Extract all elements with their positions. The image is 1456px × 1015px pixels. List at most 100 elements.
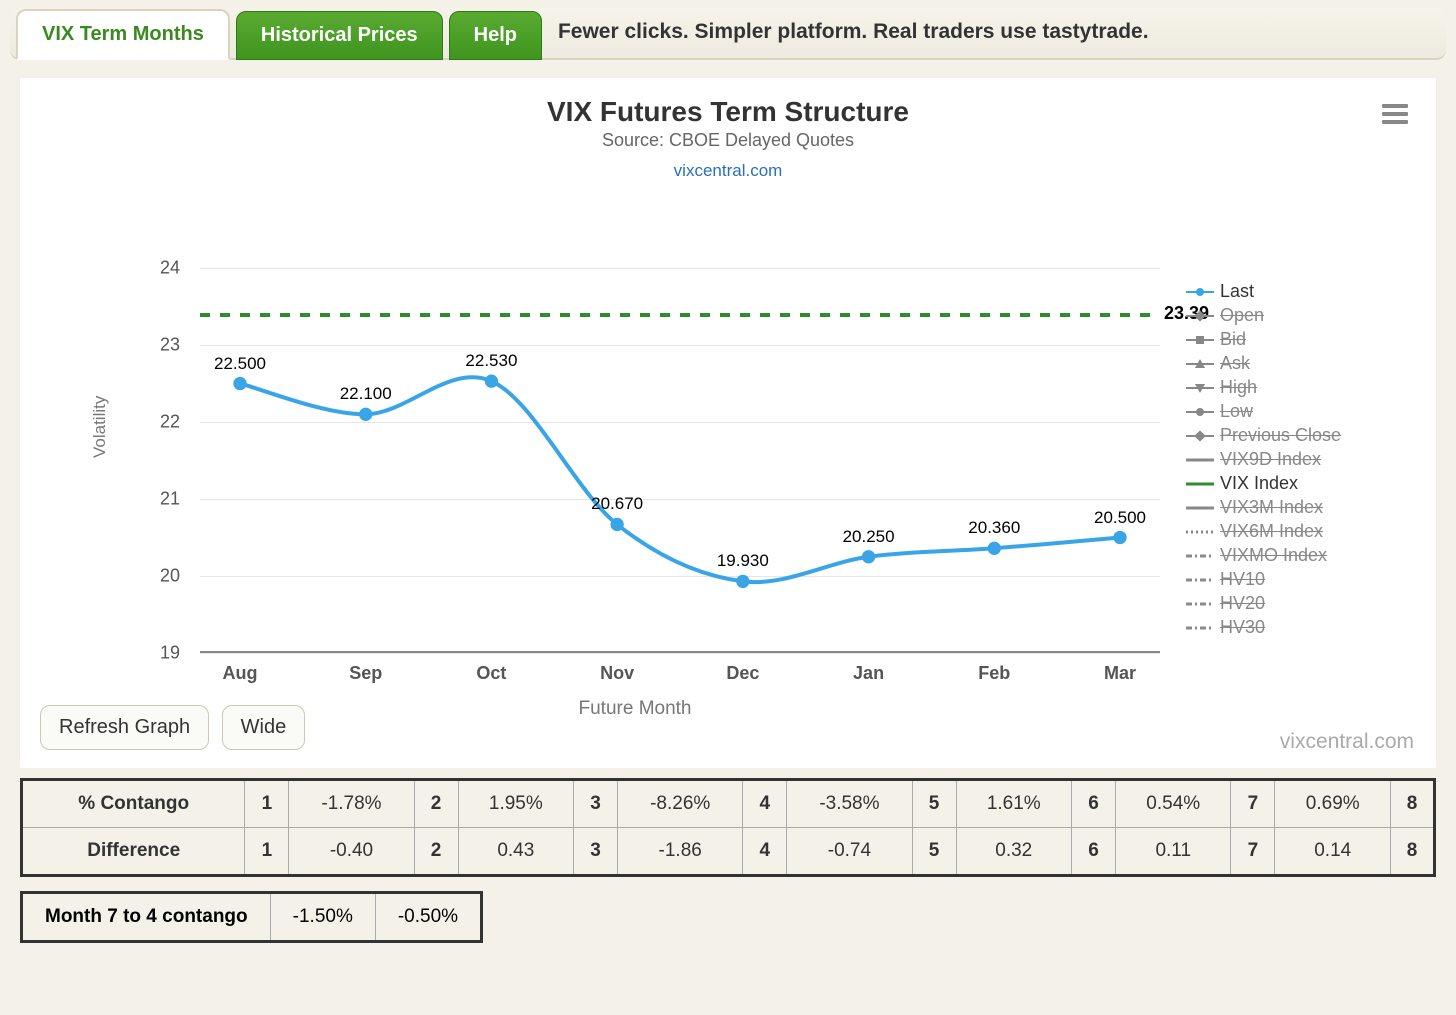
legend-icon (1186, 404, 1214, 420)
legend-label: VIX3M Index (1220, 497, 1323, 518)
table-cell: 2 (414, 828, 458, 876)
data-point-label: 22.500 (214, 354, 266, 374)
table-cell: 0.43 (458, 828, 573, 876)
legend: Last Open Bid Ask High Low Previous Close VIX9D… (1186, 278, 1416, 641)
x-tick-label: Jan (853, 663, 884, 684)
promo-text: Fewer clicks. Simpler platform. Real tra… (558, 20, 1149, 58)
x-tick-label: Aug (223, 663, 258, 684)
legend-icon (1186, 524, 1214, 540)
legend-item[interactable]: Last (1186, 281, 1416, 302)
legend-item[interactable]: Low (1186, 401, 1416, 422)
y-tick-label: 20 (160, 566, 180, 587)
tab-help[interactable]: Help (449, 11, 542, 60)
table-cell: 1 (245, 828, 289, 876)
table-cell: 0.54% (1116, 780, 1231, 828)
legend-item[interactable]: High (1186, 377, 1416, 398)
legend-label: Previous Close (1220, 425, 1341, 446)
y-tick-label: 21 (160, 489, 180, 510)
legend-item[interactable]: VIX6M Index (1186, 521, 1416, 542)
y-tick-label: 24 (160, 258, 180, 279)
table-cell: 4 (743, 780, 787, 828)
tab-bar: VIX Term Months Historical Prices Help F… (10, 8, 1446, 60)
legend-icon (1186, 284, 1214, 300)
legend-label: Last (1220, 281, 1254, 302)
x-tick-label: Sep (349, 663, 382, 684)
legend-label: Ask (1220, 353, 1250, 374)
table-cell: 5 (912, 828, 956, 876)
legend-icon (1186, 308, 1214, 324)
watermark: vixcentral.com (1280, 730, 1414, 754)
data-point-label: 19.930 (717, 551, 769, 571)
legend-icon (1186, 380, 1214, 396)
table-row-header: Month 7 to 4 contango (22, 893, 271, 942)
legend-item[interactable]: Ask (1186, 353, 1416, 374)
legend-label: VIX6M Index (1220, 521, 1323, 542)
table-cell: 0.69% (1275, 780, 1391, 828)
legend-label: HV30 (1220, 617, 1265, 638)
table-cell: 2 (414, 780, 458, 828)
table-cell: 0.11 (1116, 828, 1231, 876)
legend-icon (1186, 356, 1214, 372)
table-cell: -0.74 (787, 828, 912, 876)
table-cell: 5 (912, 780, 956, 828)
table-cell: -1.50% (270, 893, 375, 942)
legend-icon (1186, 596, 1214, 612)
legend-label: VIX Index (1220, 473, 1298, 494)
table-cell: 6 (1072, 780, 1116, 828)
legend-item[interactable]: Open (1186, 305, 1416, 326)
x-tick-label: Dec (726, 663, 759, 684)
legend-label: HV20 (1220, 593, 1265, 614)
tab-vix-term-months[interactable]: VIX Term Months (16, 9, 230, 60)
legend-item[interactable]: VIXMO Index (1186, 545, 1416, 566)
table-cell: 7 (1231, 780, 1275, 828)
legend-icon (1186, 332, 1214, 348)
legend-label: Open (1220, 305, 1264, 326)
legend-label: HV10 (1220, 569, 1265, 590)
table-cell: 1.95% (458, 780, 573, 828)
y-axis-label: Volatility (90, 396, 110, 458)
table-cell: 3 (574, 828, 618, 876)
table-row-header: % Contango (22, 780, 245, 828)
legend-label: High (1220, 377, 1257, 398)
table-cell: 0.32 (956, 828, 1071, 876)
data-point-label: 22.530 (465, 351, 517, 371)
legend-item[interactable]: HV10 (1186, 569, 1416, 590)
tab-historical-prices[interactable]: Historical Prices (236, 11, 443, 60)
legend-item[interactable]: VIX Index (1186, 473, 1416, 494)
x-axis-label: Future Month (579, 698, 692, 720)
data-point-label: 20.250 (843, 527, 895, 547)
legend-label: VIX9D Index (1220, 449, 1321, 470)
chart-source-link[interactable]: vixcentral.com (20, 161, 1436, 181)
y-tick-label: 23 (160, 335, 180, 356)
table-cell: -8.26% (618, 780, 743, 828)
table-cell: 8 (1391, 828, 1435, 876)
table-cell: -1.78% (289, 780, 414, 828)
chart-menu-icon[interactable] (1382, 100, 1408, 128)
legend-item[interactable]: Previous Close (1186, 425, 1416, 446)
table-cell: 4 (743, 828, 787, 876)
table-cell: -1.86 (618, 828, 743, 876)
legend-icon (1186, 620, 1214, 636)
legend-item[interactable]: Bid (1186, 329, 1416, 350)
legend-item[interactable]: VIX9D Index (1186, 449, 1416, 470)
table-cell: 1.61% (956, 780, 1071, 828)
legend-icon (1186, 548, 1214, 564)
legend-item[interactable]: VIX3M Index (1186, 497, 1416, 518)
contango-table: % Contango1-1.78%21.95%3-8.26%4-3.58%51.… (20, 778, 1436, 877)
legend-item[interactable]: HV20 (1186, 593, 1416, 614)
table-cell: -0.50% (375, 893, 481, 942)
table-cell: 3 (574, 780, 618, 828)
table-cell: 0.14 (1275, 828, 1391, 876)
legend-icon (1186, 572, 1214, 588)
legend-icon (1186, 428, 1214, 444)
data-point-label: 22.100 (340, 384, 392, 404)
wide-button[interactable]: Wide (222, 705, 306, 750)
x-tick-label: Feb (978, 663, 1010, 684)
table-row-header: Difference (22, 828, 245, 876)
x-tick-label: Nov (600, 663, 634, 684)
refresh-graph-button[interactable]: Refresh Graph (40, 705, 209, 750)
chart-subtitle: Source: CBOE Delayed Quotes (20, 130, 1436, 151)
chart-title: VIX Futures Term Structure (20, 96, 1436, 128)
legend-item[interactable]: HV30 (1186, 617, 1416, 638)
data-point-label: 20.500 (1094, 508, 1146, 528)
